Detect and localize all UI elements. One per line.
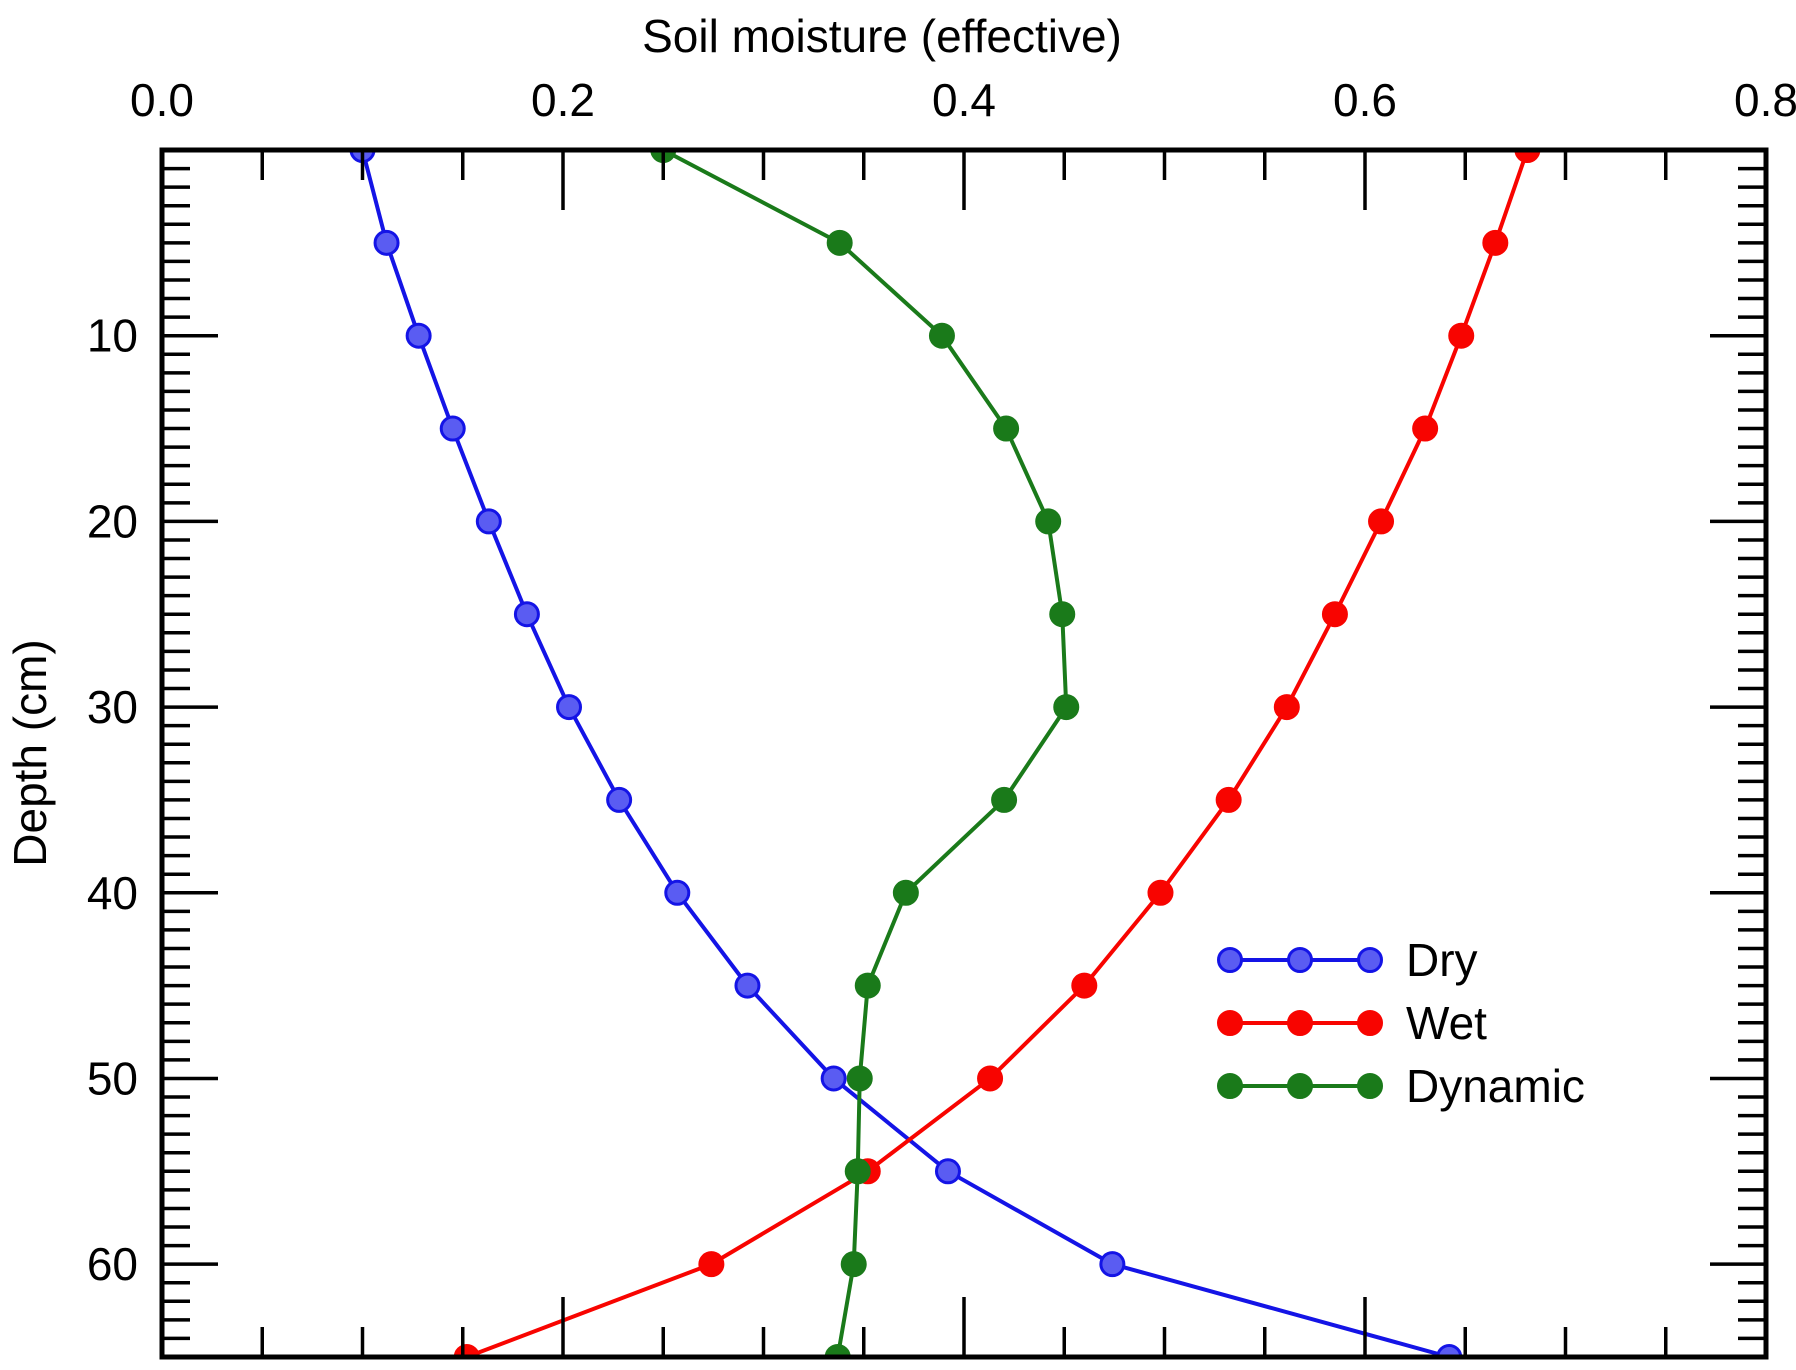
data-point-marker bbox=[606, 786, 633, 813]
y-tick-label: 60 bbox=[87, 1238, 138, 1290]
data-point-marker bbox=[977, 1065, 1004, 1092]
data-point-marker bbox=[820, 1065, 847, 1092]
legend-item-wet: Wet bbox=[1217, 997, 1487, 1049]
y-tick-label: 20 bbox=[87, 495, 138, 547]
data-point-marker bbox=[826, 229, 853, 256]
legend-marker bbox=[1357, 947, 1383, 973]
data-point-marker bbox=[664, 879, 691, 906]
data-point-marker bbox=[1514, 150, 1541, 163]
data-point-marker bbox=[1099, 1251, 1126, 1278]
y-axis-title: Depth (cm) bbox=[4, 639, 56, 866]
data-point-marker bbox=[734, 972, 761, 999]
data-point-marker bbox=[1482, 229, 1509, 256]
data-point-marker bbox=[1368, 508, 1395, 535]
legend-label: Dynamic bbox=[1406, 1060, 1585, 1112]
legend-item-dry: Dry bbox=[1217, 934, 1478, 986]
data-point-marker bbox=[556, 694, 583, 721]
legend-marker bbox=[1217, 1010, 1243, 1036]
x-tick-label: 0.6 bbox=[1333, 74, 1397, 126]
plot-area: 0.0 0.2 0.4 0.6 0.8 10 20 30 40 50 60 Dry Wet Dynamic bbox=[87, 74, 1796, 1360]
x-tick-label: 0.0 bbox=[130, 74, 194, 126]
series-line-dynamic bbox=[661, 150, 1069, 1357]
data-point-marker bbox=[405, 322, 432, 349]
data-point-marker bbox=[928, 322, 955, 349]
data-point-marker bbox=[373, 229, 400, 256]
legend-marker bbox=[1287, 947, 1313, 973]
y-tick-label: 40 bbox=[87, 867, 138, 919]
data-point-marker bbox=[824, 1344, 851, 1357]
data-point-marker bbox=[1273, 694, 1300, 721]
data-point-marker bbox=[993, 415, 1020, 442]
series-line-wet bbox=[464, 150, 1530, 1357]
y-tick-label: 50 bbox=[87, 1052, 138, 1104]
ticks-layer bbox=[160, 148, 1768, 1359]
data-point-marker bbox=[1412, 415, 1439, 442]
data-point-marker bbox=[934, 1158, 961, 1185]
data-point-marker bbox=[1321, 601, 1348, 628]
data-point-marker bbox=[698, 1251, 725, 1278]
data-point-marker bbox=[1071, 972, 1098, 999]
legend-label: Wet bbox=[1406, 997, 1487, 1049]
legend-marker bbox=[1357, 1073, 1383, 1099]
data-point-marker bbox=[1053, 694, 1080, 721]
series-dry bbox=[349, 150, 1463, 1357]
data-point-marker bbox=[513, 601, 540, 628]
x-tick-label: 0.2 bbox=[531, 74, 595, 126]
data-point-marker bbox=[854, 972, 881, 999]
legend: Dry Wet Dynamic bbox=[1217, 934, 1585, 1112]
legend-item-dynamic: Dynamic bbox=[1217, 1060, 1585, 1112]
legend-marker bbox=[1217, 947, 1243, 973]
data-point-marker bbox=[1049, 601, 1076, 628]
x-axis-title: Soil moisture (effective) bbox=[642, 10, 1122, 62]
legend-marker bbox=[1217, 1073, 1243, 1099]
data-point-marker bbox=[840, 1251, 867, 1278]
series-wet bbox=[453, 150, 1541, 1357]
data-point-marker bbox=[1147, 879, 1174, 906]
axes-frame bbox=[159, 147, 1769, 1360]
legend-marker bbox=[1357, 1010, 1383, 1036]
data-point-marker bbox=[844, 1158, 871, 1185]
data-point-marker bbox=[1035, 508, 1062, 535]
data-point-marker bbox=[1215, 786, 1242, 813]
series-layer bbox=[349, 150, 1541, 1357]
data-point-marker bbox=[475, 508, 502, 535]
y-tick-label: 10 bbox=[87, 310, 138, 362]
series-dynamic bbox=[650, 150, 1080, 1357]
x-tick-label: 0.8 bbox=[1734, 74, 1796, 126]
y-tick-label: 30 bbox=[87, 681, 138, 733]
data-point-marker bbox=[892, 879, 919, 906]
series-line-dry bbox=[360, 150, 1452, 1357]
data-point-marker bbox=[846, 1065, 873, 1092]
x-tick-label: 0.4 bbox=[932, 74, 996, 126]
data-point-marker bbox=[991, 786, 1018, 813]
legend-marker bbox=[1287, 1073, 1313, 1099]
legend-marker bbox=[1287, 1010, 1313, 1036]
data-point-marker bbox=[1436, 1344, 1463, 1357]
data-point-marker bbox=[439, 415, 466, 442]
legend-label: Dry bbox=[1406, 934, 1478, 986]
data-point-marker bbox=[1448, 322, 1475, 349]
